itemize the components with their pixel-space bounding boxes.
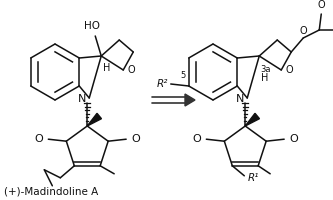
Text: R¹: R¹ [247,173,259,183]
Polygon shape [245,113,259,126]
Text: R²: R² [157,79,168,89]
Text: 3a: 3a [260,66,271,74]
Text: H: H [103,63,111,73]
Text: O: O [35,134,43,144]
Text: O: O [192,134,201,144]
Text: (+)-Madindoline A: (+)-Madindoline A [4,186,98,196]
Text: 5: 5 [181,71,186,79]
Polygon shape [87,113,102,126]
Text: O: O [317,0,325,10]
Text: H: H [261,73,269,83]
Text: HO: HO [84,21,100,31]
Text: O: O [127,65,135,75]
Text: O: O [131,134,140,144]
Text: N: N [236,94,244,104]
Text: O: O [299,26,307,36]
Text: N: N [78,94,87,104]
Text: O: O [285,65,293,75]
Polygon shape [185,94,195,106]
Text: O: O [289,134,298,144]
